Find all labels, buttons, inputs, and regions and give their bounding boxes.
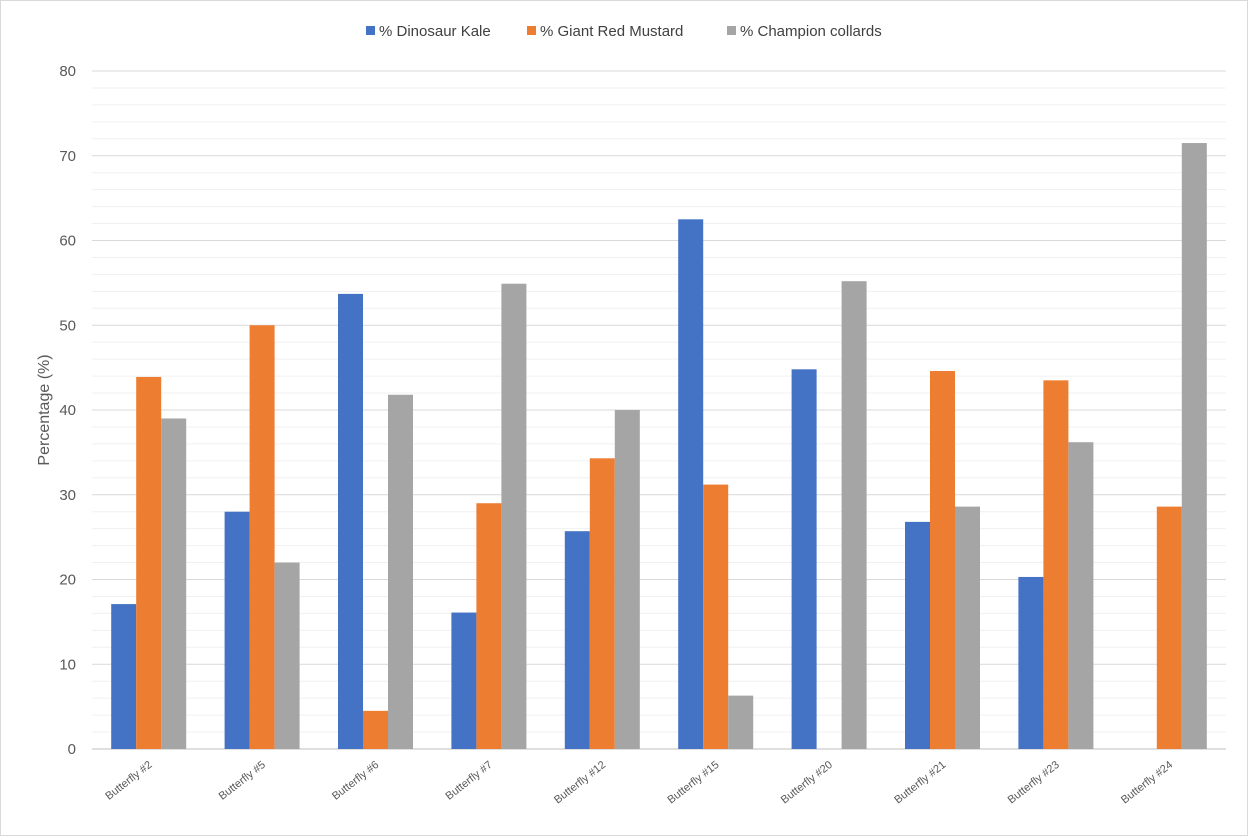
- y-tick-label: 40: [59, 402, 76, 419]
- y-axis-ticks: 0 10 20 30 40 50 60 70 80: [59, 63, 76, 758]
- y-tick-label: 70: [59, 148, 76, 165]
- bar: [1181, 143, 1207, 750]
- y-tick-label: 20: [59, 572, 76, 589]
- bar: [388, 394, 413, 749]
- legend-label: % Giant Red Mustard: [540, 23, 683, 40]
- x-axis-ticks: Butterfly #2 Butterfly #5 Butterfly #6 Butt…: [103, 759, 1175, 806]
- bar: [930, 371, 955, 749]
- bar: [728, 695, 754, 749]
- bar: [905, 521, 930, 749]
- bar: [955, 506, 980, 749]
- x-tick-label: Butterfly #5: [217, 759, 268, 803]
- bar: [161, 418, 187, 749]
- bar: [451, 612, 477, 749]
- y-tick-label: 80: [59, 63, 76, 80]
- bar: [841, 281, 867, 749]
- legend: % Dinosaur Kale % Giant Red Mustard % Cham…: [366, 23, 882, 40]
- bar: [678, 219, 704, 749]
- bar: [1156, 506, 1182, 749]
- y-tick-label: 0: [68, 741, 76, 758]
- x-tick-label: Butterfly #2: [103, 759, 154, 803]
- bar: [1018, 576, 1044, 749]
- bar: [476, 503, 502, 749]
- bar: [501, 283, 527, 749]
- y-tick-label: 30: [59, 487, 76, 504]
- y-tick-label: 60: [59, 233, 76, 250]
- bar: [589, 458, 615, 749]
- x-tick-label: Butterfly #6: [330, 759, 381, 803]
- legend-swatch: [527, 26, 536, 35]
- legend-swatch: [366, 26, 375, 35]
- bar: [1043, 380, 1069, 749]
- bar: [564, 531, 590, 749]
- x-tick-label: Butterfly #21: [892, 759, 948, 806]
- bar: [791, 369, 817, 749]
- bar: [363, 710, 388, 749]
- legend-label: % Champion collards: [740, 23, 882, 40]
- x-tick-label: Butterfly #23: [1006, 759, 1062, 806]
- bars: [111, 143, 1207, 750]
- bar: [338, 293, 363, 749]
- bar: [1068, 442, 1094, 749]
- bar: [249, 325, 275, 749]
- x-tick-label: Butterfly #20: [779, 759, 835, 806]
- bar: [136, 376, 162, 749]
- y-tick-label: 50: [59, 317, 76, 334]
- bar: [703, 484, 729, 749]
- y-tick-label: 10: [59, 656, 76, 673]
- bar: [614, 410, 640, 749]
- bar: [274, 562, 300, 749]
- x-tick-label: Butterfly #15: [665, 759, 721, 806]
- bar: [224, 511, 250, 749]
- x-tick-label: Butterfly #12: [552, 759, 608, 806]
- y-axis-title: Percentage (%): [36, 354, 53, 465]
- legend-swatch: [727, 26, 736, 35]
- legend-label: % Dinosaur Kale: [379, 23, 491, 40]
- x-tick-label: Butterfly #24: [1119, 759, 1175, 806]
- bar: [111, 604, 137, 749]
- x-tick-label: Butterfly #7: [444, 759, 495, 803]
